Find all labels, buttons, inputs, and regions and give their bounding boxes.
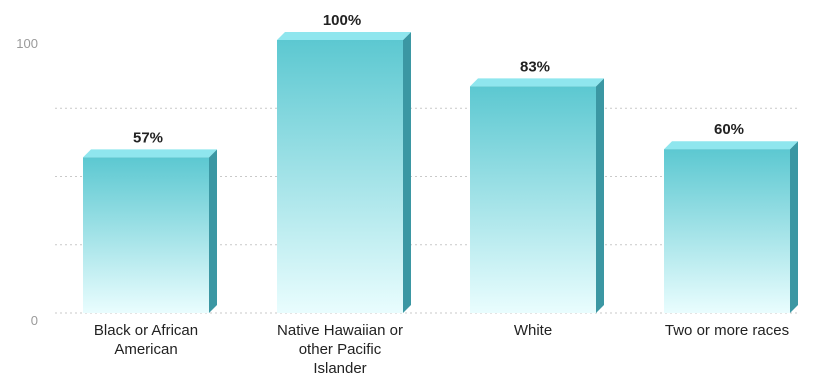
bar xyxy=(277,32,411,313)
bar-top xyxy=(664,141,798,150)
bar xyxy=(83,149,217,313)
bar-top xyxy=(470,78,604,87)
category-label-line: American xyxy=(114,341,177,358)
data-label: 57% xyxy=(133,129,163,146)
data-label: 83% xyxy=(520,58,550,75)
bar-front xyxy=(83,157,209,313)
category-label: Black or African American xyxy=(94,322,198,358)
y-tick-label: 100 xyxy=(16,36,38,51)
category-label: White xyxy=(514,322,552,339)
category-label: Native Hawaiian or other Pacific Islander xyxy=(277,322,403,377)
category-label-line: Native Hawaiian or xyxy=(277,322,403,339)
bar xyxy=(470,78,604,313)
bar xyxy=(664,141,798,313)
category-label-line: Islander xyxy=(313,360,366,377)
category-label-line: White xyxy=(514,322,552,339)
bar-front xyxy=(664,149,790,313)
bar-front xyxy=(470,86,596,313)
category-label: Two or more races xyxy=(665,322,789,339)
bar-front xyxy=(277,40,403,313)
bar-side xyxy=(596,78,604,313)
category-label-line: Black or African xyxy=(94,322,198,339)
data-label: 100% xyxy=(323,12,361,29)
bar-side xyxy=(209,149,217,313)
data-label: 60% xyxy=(714,121,744,138)
bars xyxy=(83,32,798,313)
category-label-line: other Pacific xyxy=(299,341,382,358)
bar-top xyxy=(83,149,217,158)
category-label-line: Two or more races xyxy=(665,322,789,339)
bar-side xyxy=(790,141,798,313)
labels: 57% Black or African American 100% Native Ha… xyxy=(94,12,789,377)
y-axis-ticks: 0 100 xyxy=(16,36,38,328)
bar-top xyxy=(277,32,411,40)
bar-side xyxy=(403,32,411,313)
y-tick-label: 0 xyxy=(31,313,38,328)
